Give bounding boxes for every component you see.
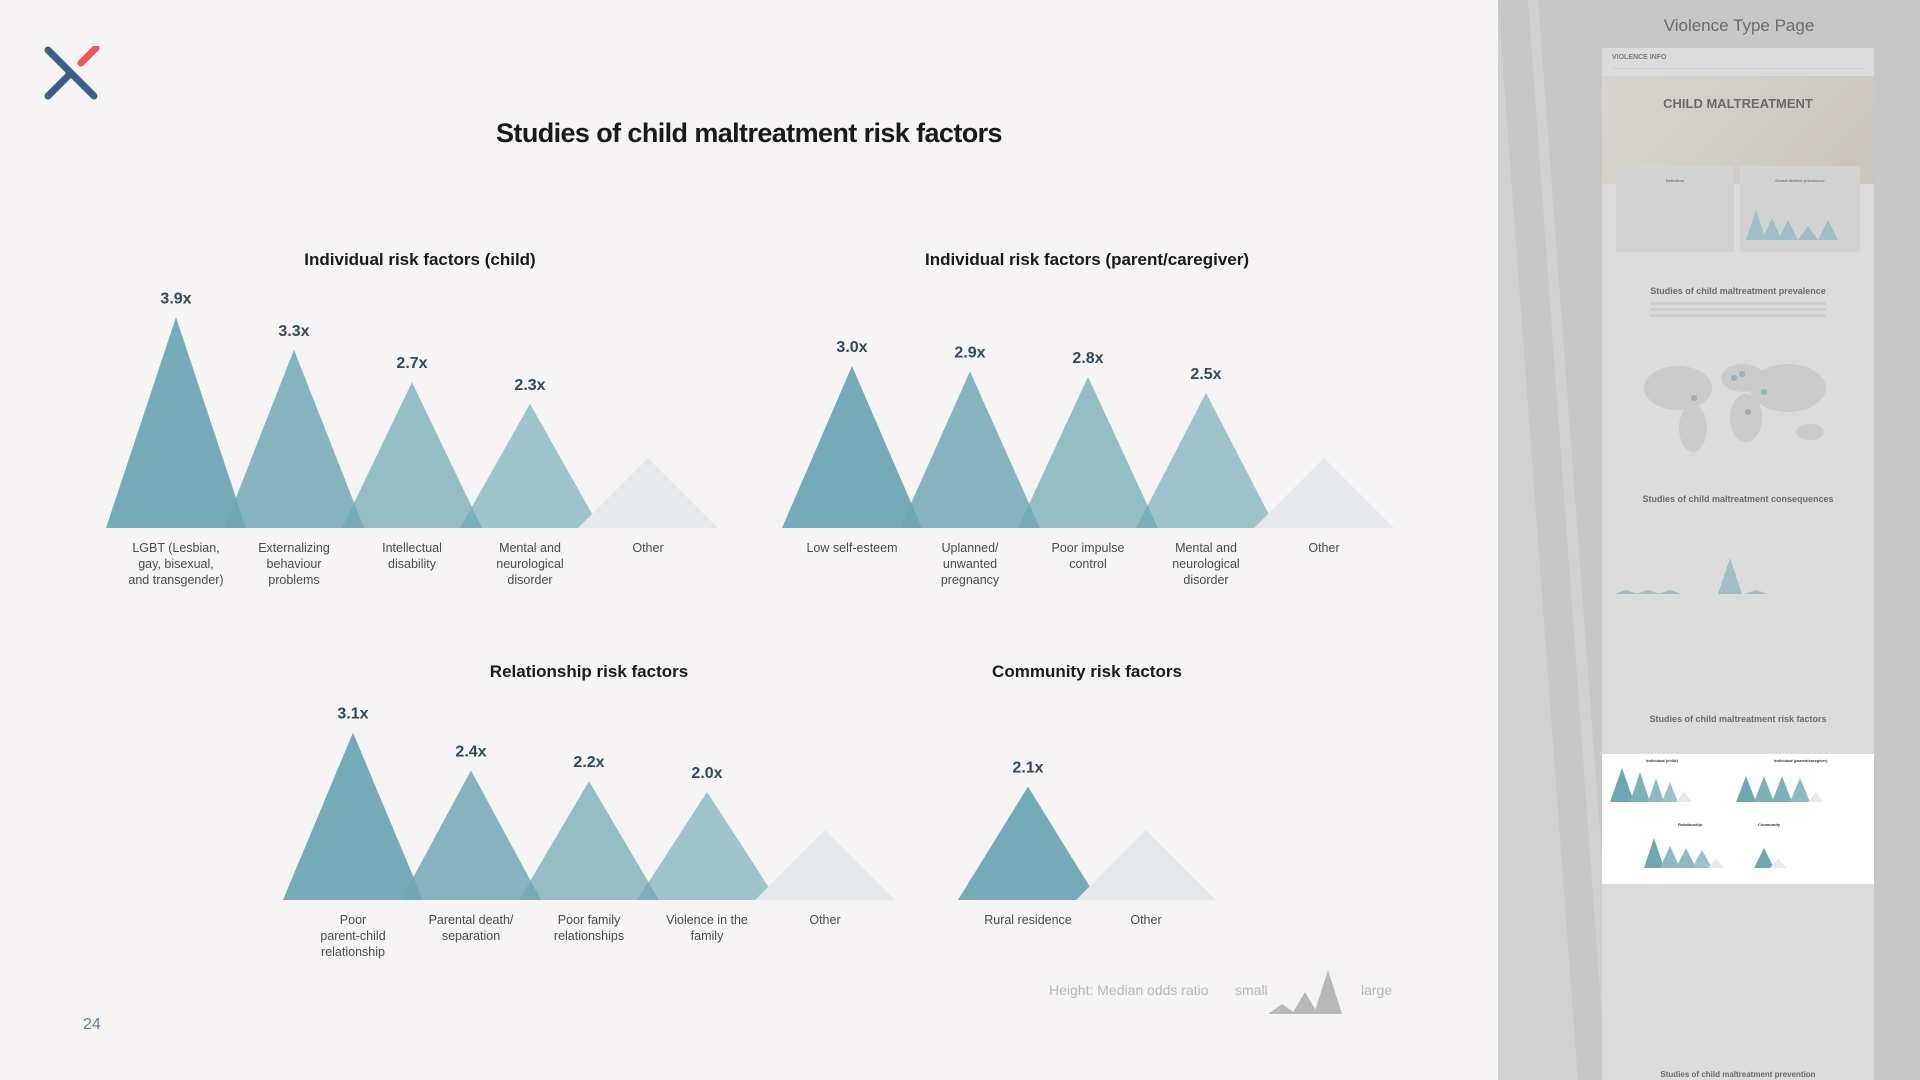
value-label: 3.3x [278,323,309,340]
value-label: 2.8x [1072,350,1103,367]
thumb-risk-title: Studies of child maltreatment risk facto… [1649,714,1827,724]
triangle-mark [1136,393,1276,528]
value-label: 2.2x [573,754,604,771]
category-label: Poor family relationships [554,913,624,943]
triangle-mark [342,382,482,528]
panel-title: Violence Type Page [1663,16,1815,35]
slide: Studies of child maltreatment risk facto… [44,46,1394,1033]
triangle-mark [460,403,600,528]
page-title: Studies of child maltreatment risk facto… [496,118,1003,148]
category-label: Other [632,541,663,555]
thumb-hero-title: CHILD MALTREATMENT [1663,96,1813,111]
category-label: Mental and neurological disorder [1172,541,1239,587]
triangle-mark [106,317,246,528]
triangle-mark [782,366,922,528]
category-label: Rural residence [984,913,1072,927]
category-label: Other [1130,913,1161,927]
legend-small-label: small [1235,982,1268,998]
legend-triangles-icon [1268,970,1342,1014]
triangle-other [578,458,718,528]
thumb-mini-individual-child: Individual (child) [1646,758,1678,763]
triangle-mark [900,371,1040,528]
page-number: 24 [83,1016,101,1033]
chart-title: Individual risk factors (parent/caregive… [925,250,1249,269]
value-label: 3.1x [337,706,368,723]
thumb-world-map [1644,364,1826,452]
thumb-mini-risk-bottom [1644,838,1786,868]
triangle-other [755,830,895,900]
thumb-prevention-title: Studies of child maltreatment prevention [1660,1070,1816,1079]
triangle-mark [283,732,423,900]
category-label: Other [809,913,840,927]
category-label: Violence in the family [666,913,748,943]
thumb-text-line [1650,314,1826,317]
thumb-definition-title: Definition [1665,178,1685,183]
triangle-mark [401,770,541,900]
category-label: Poor parent-child relationship [320,913,385,959]
triangle-mark [958,786,1098,900]
triangle-other [1254,458,1394,528]
logo-icon [44,46,100,100]
category-label: LGBT (Lesbian, gay, bisexual, and transgen… [128,541,223,587]
chart-title: Individual risk factors (child) [304,250,535,269]
chart-title: Community risk factors [992,662,1182,681]
triangle-mark [519,781,659,900]
thumb-consequences-chart [1614,558,1768,594]
thumb-mini-risk-top [1610,768,1824,802]
value-label: 2.0x [691,765,722,782]
thumb-prevalence-small-title: Global lifetime prevalence [1775,178,1825,183]
legend-large-label: large [1361,982,1393,998]
legend-caption: Height: Median odds ratio [1049,982,1209,998]
thumb-prevalence-title: Studies of child maltreatment prevalence [1650,286,1826,296]
thumb-text-line [1650,302,1826,305]
risk-factor-charts: Individual risk factors (child) 3.9x LGBT … [106,250,1394,959]
thumb-mini-community: Community [1758,822,1780,827]
thumb-nav [1612,68,1862,69]
thumb-mini-relationship: Relationship [1678,822,1703,827]
value-label: 3.9x [160,290,191,307]
thumb-mini-individual-parent: Individual (parent/caregiver) [1774,758,1828,763]
triangle-mark [637,792,777,900]
category-label: Uplanned/unwanted pregnancy [941,541,1000,587]
side-panel: Violence Type Page VIOLENCE INFO CHILD M… [1498,0,1920,1080]
page-thumbnail[interactable]: VIOLENCE INFO CHILD MALTREATMENT Definit… [1602,48,1874,1080]
triangle-mark [224,349,364,528]
chart-title: Relationship risk factors [490,662,688,681]
value-label: 2.4x [455,743,486,760]
category-label: Parental death/separation [429,913,514,943]
value-label: 2.9x [954,344,985,361]
value-label: 2.1x [1012,760,1043,777]
triangle-mark [1018,376,1158,528]
thumb-definition-box [1616,166,1734,252]
category-label: Intellectual disability [382,541,442,571]
category-label: Externalizing behaviour problems [258,541,330,587]
thumb-site-name: VIOLENCE INFO [1612,54,1667,61]
thumb-text-line [1650,308,1826,311]
value-label: 2.3x [514,377,545,394]
value-label: 2.5x [1190,366,1221,383]
category-label: Other [1308,541,1339,555]
category-label: Mental and neurological disorder [496,541,563,587]
category-label: Low self-esteem [806,541,897,555]
triangle-other [1076,830,1216,900]
value-label: 3.0x [836,339,867,356]
category-label: Poor impulse control [1052,541,1125,571]
thumb-prevalence-chart [1746,210,1838,240]
panel-background [1498,0,1602,1080]
value-label: 2.7x [396,355,427,372]
thumb-consequences-title: Studies of child maltreatment consequenc… [1642,494,1834,504]
